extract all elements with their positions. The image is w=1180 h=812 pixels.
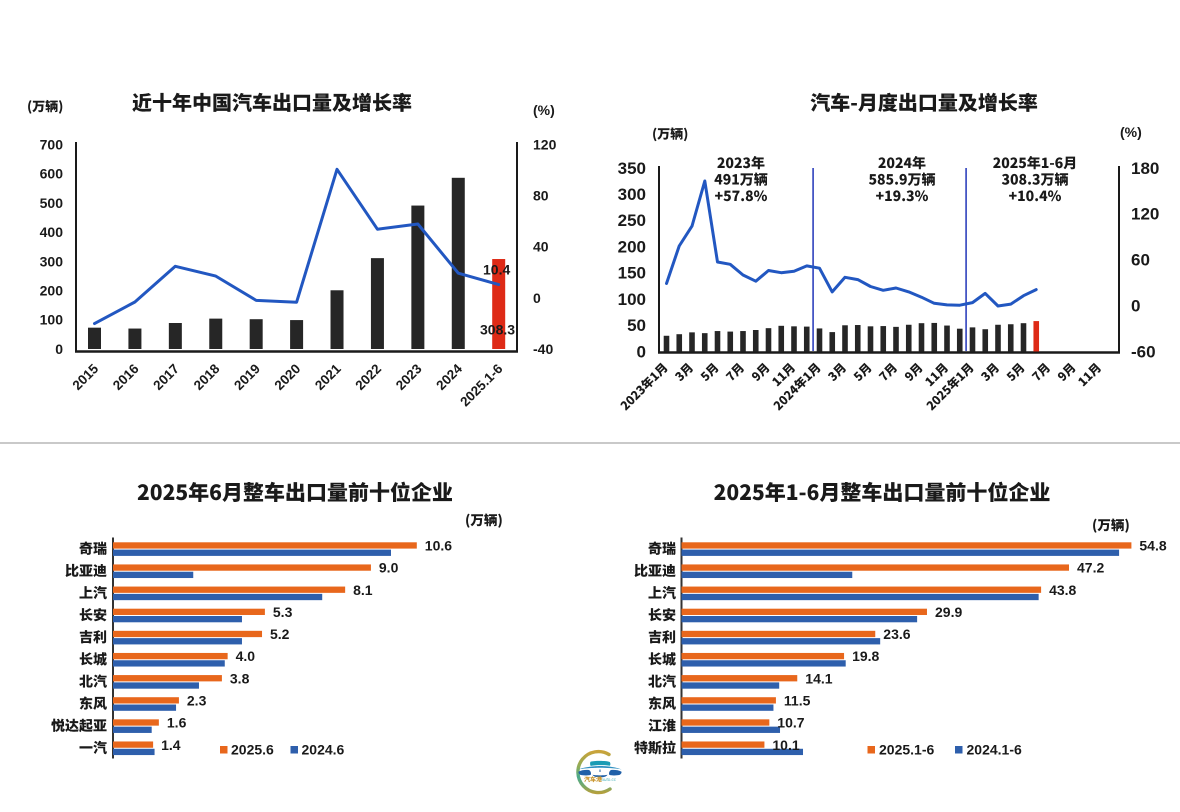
svg-text:11.5: 11.5 — [784, 693, 811, 709]
svg-text:2024.6: 2024.6 — [302, 742, 345, 758]
svg-text:350: 350 — [618, 159, 646, 178]
svg-text:300: 300 — [618, 185, 646, 204]
svg-text:54.8: 54.8 — [1139, 538, 1166, 554]
svg-text:10.1: 10.1 — [772, 737, 799, 753]
svg-text:-60: -60 — [1131, 342, 1156, 361]
svg-text:500: 500 — [40, 195, 64, 211]
svg-text:0: 0 — [1131, 296, 1140, 315]
svg-text:10.6: 10.6 — [425, 538, 452, 554]
svg-text:150: 150 — [618, 264, 646, 283]
svg-text:(%): (%) — [1120, 124, 1142, 140]
svg-text:43.8: 43.8 — [1049, 582, 1076, 598]
svg-text:50: 50 — [627, 316, 646, 335]
svg-text:400: 400 — [40, 224, 64, 240]
svg-text:23.6: 23.6 — [883, 626, 910, 642]
svg-text:8.1: 8.1 — [353, 582, 373, 598]
svg-text:47.2: 47.2 — [1077, 560, 1104, 576]
svg-text:5.2: 5.2 — [270, 626, 290, 642]
svg-text:100: 100 — [40, 312, 64, 328]
svg-text:120: 120 — [1131, 205, 1159, 224]
svg-text:9.0: 9.0 — [379, 560, 399, 576]
svg-text:19.8: 19.8 — [852, 648, 879, 664]
svg-text:0: 0 — [637, 342, 646, 361]
svg-text:1.4: 1.4 — [161, 737, 181, 753]
svg-text:250: 250 — [618, 211, 646, 230]
svg-text:auto.cc: auto.cc — [602, 777, 617, 782]
svg-text:80: 80 — [533, 188, 549, 204]
svg-text:2025.1-6: 2025.1-6 — [879, 742, 934, 758]
svg-text:(%): (%) — [533, 102, 555, 118]
svg-text:4.0: 4.0 — [236, 648, 256, 664]
svg-text:14.1: 14.1 — [805, 670, 832, 686]
svg-text:0: 0 — [55, 341, 63, 357]
svg-text:10.4: 10.4 — [483, 262, 510, 278]
svg-text:180: 180 — [1131, 159, 1159, 178]
svg-text:308.3: 308.3 — [480, 322, 515, 338]
svg-text:3.8: 3.8 — [230, 670, 250, 686]
svg-text:60: 60 — [1131, 251, 1150, 270]
svg-text:2024.1-6: 2024.1-6 — [967, 742, 1022, 758]
svg-text:2.3: 2.3 — [187, 693, 207, 709]
svg-text:29.9: 29.9 — [935, 604, 962, 620]
svg-text:200: 200 — [40, 283, 64, 299]
svg-text:5.3: 5.3 — [273, 604, 293, 620]
svg-text:40: 40 — [533, 239, 549, 255]
svg-text:100: 100 — [618, 290, 646, 309]
svg-text:700: 700 — [40, 136, 64, 152]
svg-text:10.7: 10.7 — [777, 715, 804, 731]
svg-text:120: 120 — [533, 136, 557, 152]
svg-text:0: 0 — [533, 290, 541, 306]
svg-text:200: 200 — [618, 237, 646, 256]
svg-text:1.6: 1.6 — [167, 715, 187, 731]
svg-text:600: 600 — [40, 166, 64, 182]
svg-text:-40: -40 — [533, 341, 553, 357]
svg-text:300: 300 — [40, 253, 64, 269]
svg-text:2025.6: 2025.6 — [231, 742, 274, 758]
